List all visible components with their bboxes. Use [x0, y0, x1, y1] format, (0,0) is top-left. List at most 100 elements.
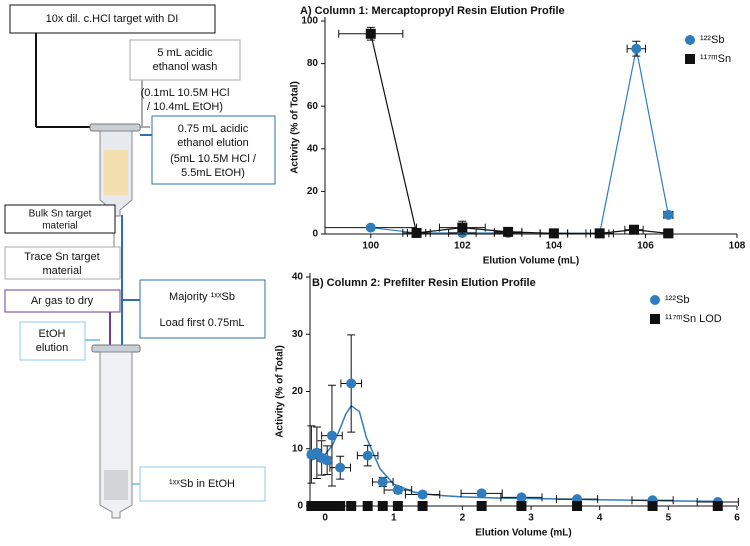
column-flange: [91, 344, 141, 353]
x-axis-label: Elution Volume (mL): [475, 528, 571, 539]
label: Majority ¹ˣˣSb: [169, 291, 235, 303]
label: / 10.4mL EtOH): [147, 101, 223, 113]
filter: [104, 470, 128, 500]
resin: [104, 150, 128, 195]
label: Trace Sn target: [24, 251, 99, 263]
y-axis-label: Activity (% of Total): [275, 345, 286, 438]
label: ethanol elution: [177, 137, 249, 149]
x-tick-label: 4: [597, 513, 603, 524]
x-tick-label: 1: [391, 513, 397, 524]
legend-label: ¹¹⁷ᵐSn LOD: [665, 313, 722, 325]
label: ethanol wash: [153, 61, 218, 73]
diagram: 10x dil. c.HCl target with DI 5 mL acidi…: [4, 4, 276, 519]
y-tick-label: 0: [297, 501, 303, 512]
marker: [712, 501, 723, 511]
marker: [365, 28, 376, 39]
marker: [362, 501, 373, 511]
y-tick-label: 40: [307, 143, 319, 154]
box: [19, 321, 86, 361]
y-tick-label: 20: [307, 186, 319, 197]
marker: [631, 43, 642, 54]
y-tick-label: 40: [292, 272, 304, 283]
chart-title: B) Column 2: Prefilter Resin Elution Pro…: [312, 277, 536, 289]
y-tick-label: 0: [312, 229, 318, 240]
box: [129, 39, 241, 81]
marker: [377, 476, 388, 487]
box: [9, 4, 216, 34]
x-tick-label: 2: [460, 513, 466, 524]
label: Ar gas to dry: [31, 295, 94, 307]
marker: [417, 489, 428, 500]
y-tick-label: 30: [292, 329, 304, 340]
label: 5 mL acidic: [157, 47, 213, 59]
marker: [411, 227, 422, 238]
y-tick-label: 10: [292, 443, 304, 454]
label: Bulk Sn target: [29, 209, 92, 220]
marker: [346, 501, 357, 511]
marker: [516, 492, 527, 503]
marker: [316, 501, 327, 511]
legend-label: ¹²²Sb: [665, 294, 689, 306]
legend-label: ¹²²Sb: [700, 34, 724, 46]
fit-line: [311, 404, 718, 503]
marker: [392, 501, 403, 511]
label: (5mL 10.5M HCl /: [170, 153, 257, 165]
marker: [306, 501, 317, 511]
marker: [392, 484, 403, 495]
marker: [322, 455, 333, 466]
marker: [335, 462, 346, 473]
y-axis-label: Activity (% of Total): [290, 81, 301, 174]
marker: [457, 222, 468, 233]
box: [4, 204, 116, 234]
label: (0.1mL 10.5M HCl: [141, 87, 230, 99]
box: [151, 115, 276, 185]
legend-marker: [685, 54, 695, 64]
x-tick-label: 5: [666, 513, 672, 524]
marker: [335, 501, 346, 511]
label: 5.5mL EtOH): [181, 167, 245, 179]
label: material: [42, 221, 78, 232]
box: [139, 279, 266, 339]
marker: [663, 228, 674, 239]
label: ¹ˣˣSb in EtOH: [169, 478, 235, 490]
marker: [326, 430, 337, 441]
marker: [476, 501, 487, 511]
marker: [365, 222, 376, 233]
marker: [594, 228, 605, 239]
y-tick-label: 80: [307, 58, 319, 69]
marker: [516, 501, 527, 511]
chart-title: A) Column 1: Mercaptopropyl Resin Elutio…: [300, 5, 565, 17]
marker: [548, 228, 559, 239]
legend-label: ¹¹⁷ᵐSn: [700, 53, 731, 65]
box: [139, 466, 266, 502]
marker: [503, 226, 514, 237]
marker: [663, 209, 674, 220]
x-tick-label: 108: [729, 241, 746, 252]
x-tick-label: 3: [528, 513, 534, 524]
box: [4, 289, 121, 313]
marker: [629, 224, 639, 235]
marker: [647, 501, 658, 511]
series-line: [370, 33, 669, 234]
series-line: [370, 48, 669, 234]
legend-marker: [685, 35, 695, 45]
marker: [326, 501, 337, 511]
x-tick-label: 100: [362, 241, 379, 252]
label: 10x dil. c.HCl target with DI: [46, 13, 179, 25]
box: [4, 246, 121, 280]
marker: [377, 501, 388, 511]
label: Load first 0.75mL: [160, 317, 245, 329]
x-tick-label: 0: [322, 513, 328, 524]
marker: [476, 488, 487, 499]
label: material: [42, 265, 81, 277]
label: 0.75 mL acidic: [178, 123, 249, 135]
label: EtOH: [39, 328, 66, 340]
x-tick-label: 106: [637, 241, 654, 252]
marker: [417, 501, 428, 511]
x-tick-label: 6: [734, 513, 740, 524]
legend-marker: [650, 314, 660, 324]
x-tick-label: 102: [454, 241, 471, 252]
y-tick-label: 60: [307, 101, 319, 112]
x-tick-label: 104: [546, 241, 563, 252]
